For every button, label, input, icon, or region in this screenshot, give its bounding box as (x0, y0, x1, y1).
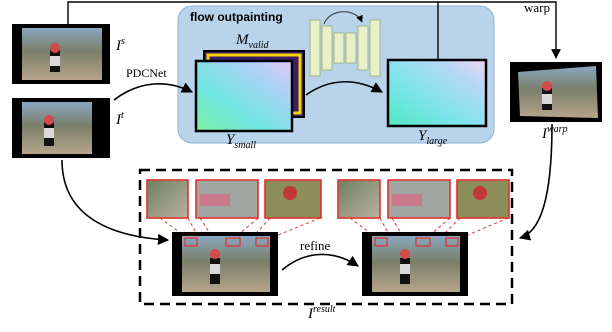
label-y-small: Ysmall (226, 132, 257, 151)
crops-left (146, 179, 322, 219)
image-i-t (12, 98, 110, 158)
panel-title: flow outpainting (190, 10, 283, 24)
pdcnet-label: PDCNet (126, 66, 167, 80)
decoder-arrow (305, 81, 383, 96)
label-i-result: Iresult (308, 304, 336, 322)
y-large-flow (386, 58, 488, 128)
it-to-result-arrow (61, 159, 170, 245)
label-i-t: It (116, 110, 124, 128)
refine-label: refine (300, 238, 331, 253)
pdcnet-arrow (113, 82, 194, 101)
warp-label: warp (524, 0, 550, 15)
skip-connection-arrow (323, 11, 363, 25)
crops-right (337, 179, 510, 219)
label-m-valid: Mvalid (236, 32, 269, 51)
image-i-warp (510, 62, 602, 122)
result-image-before (172, 232, 278, 296)
label-y-large: Ylarge (418, 128, 448, 147)
unet-icon (309, 19, 381, 77)
refine-arrow (281, 253, 359, 271)
result-image-after (362, 232, 468, 296)
label-i-warp: Iwarp (542, 124, 568, 142)
iwarp-to-result-arrow (518, 123, 553, 241)
image-i-s (12, 24, 110, 84)
warp-edge (67, 1, 561, 59)
y-small-flow (194, 59, 294, 133)
label-i-s: Is (116, 36, 125, 54)
